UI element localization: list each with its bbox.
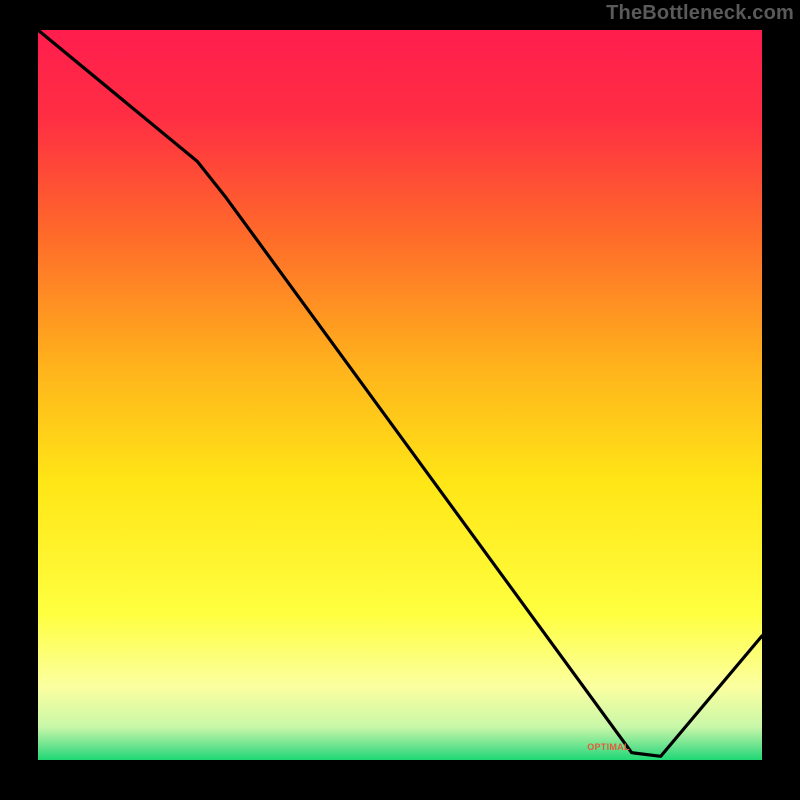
- optimal-label: OPTIMAL: [587, 742, 630, 752]
- attribution-text: TheBottleneck.com: [606, 2, 794, 25]
- line-layer: [38, 30, 762, 760]
- plot-area: OPTIMAL: [38, 30, 762, 760]
- stage: TheBottleneck.com OPTIMAL: [0, 0, 800, 800]
- bottleneck-line: [38, 30, 762, 756]
